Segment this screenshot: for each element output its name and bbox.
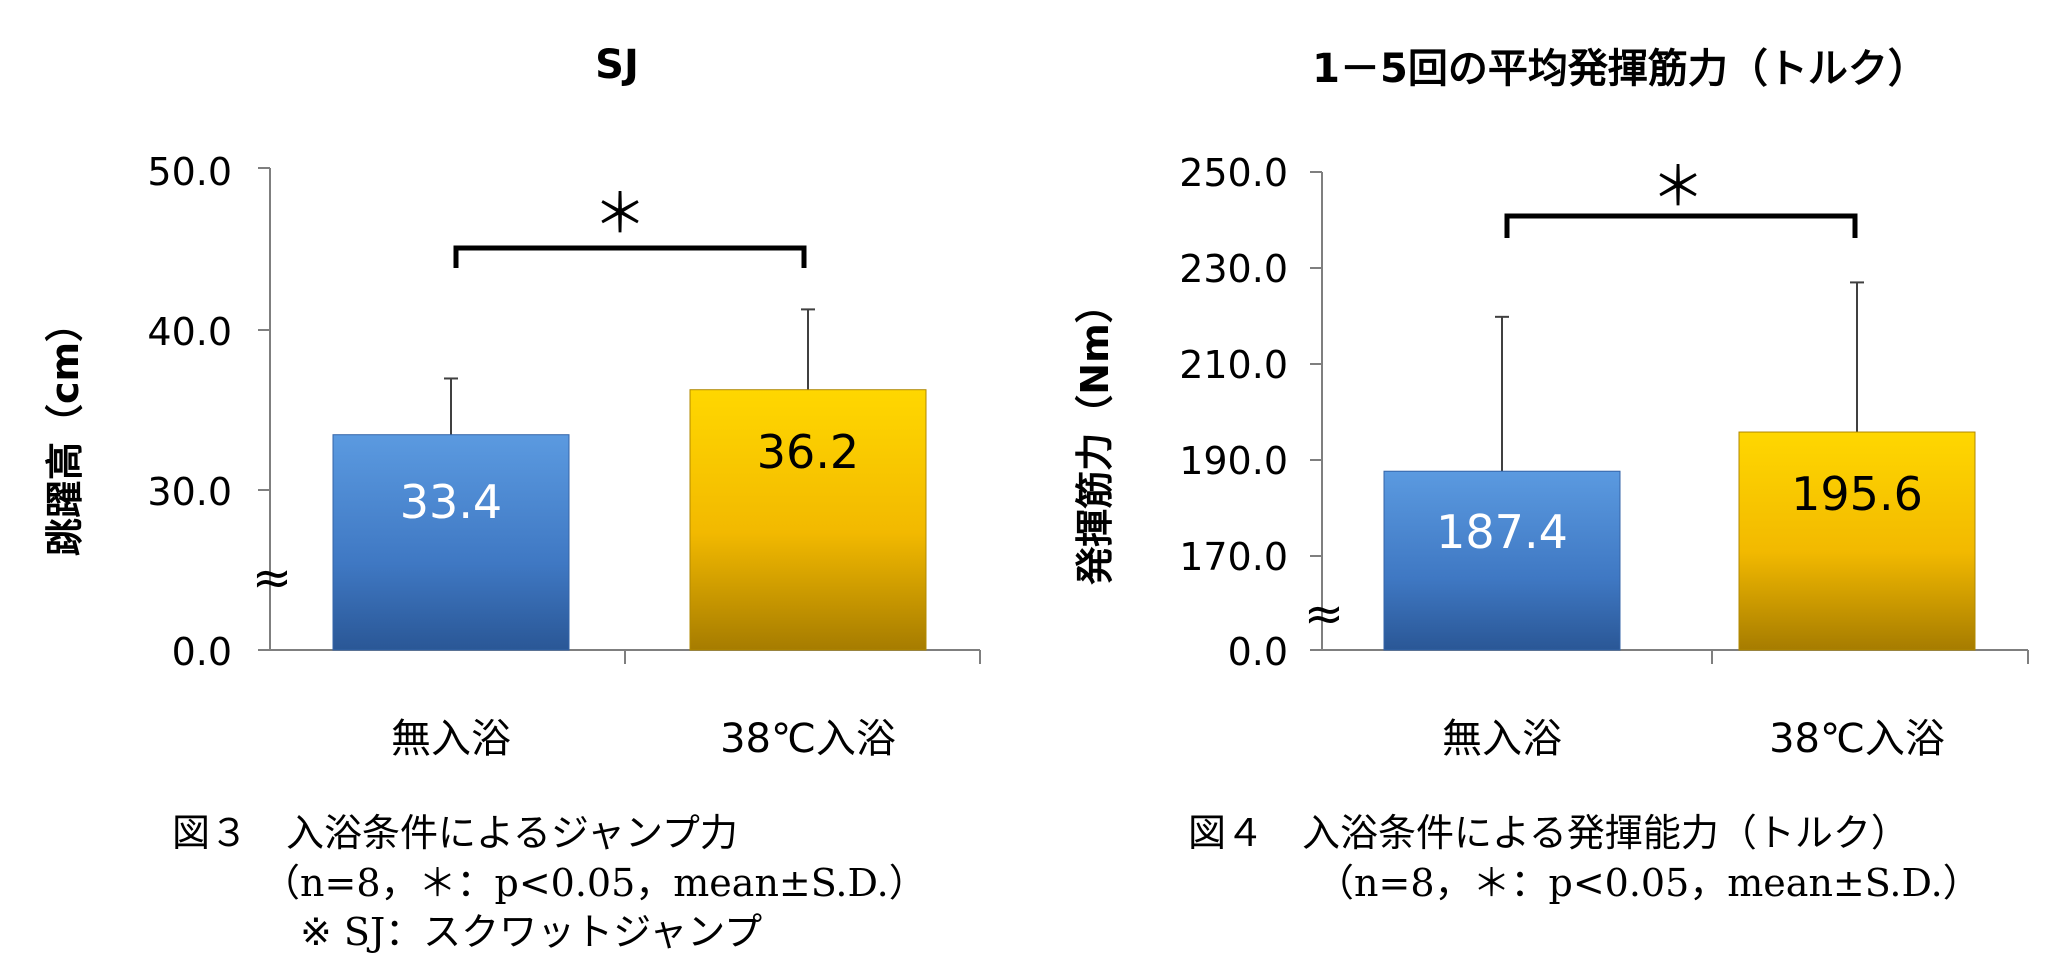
data-label: 36.2: [757, 425, 859, 479]
y-tick-label: 50.0: [147, 150, 232, 194]
data-label: 195.6: [1791, 467, 1923, 521]
figure-3-caption: 図３ 入浴条件によるジャンプ力: [172, 811, 738, 855]
axis-break-mark: ≈: [1304, 586, 1344, 642]
y-tick-label: 210.0: [1179, 343, 1288, 387]
x-category-label: 無入浴: [391, 716, 511, 762]
significance-bracket: [1504, 213, 1858, 238]
y-tick-label: 170.0: [1179, 535, 1288, 579]
x-category-label: 38℃入浴: [720, 716, 896, 762]
y-tick-label: 0.0: [172, 630, 232, 674]
chart-title: SJ: [595, 42, 639, 88]
x-category-label: 38℃入浴: [1769, 716, 1945, 762]
captions: 図３ 入浴条件によるジャンプ力 （n=8，＊：p<0.05，mean±S.D.）…: [172, 811, 1981, 954]
figure-3-footnote: ※ SJ：スクワットジャンプ: [300, 910, 762, 954]
figure-4-caption: 図４ 入浴条件による発揮能力（トルク）: [1188, 811, 1909, 855]
significance-star: ＊: [593, 182, 647, 245]
data-label: 33.4: [400, 475, 502, 529]
figure-3-note: （n=8，＊：p<0.05，mean±S.D.）: [262, 861, 927, 905]
y-tick-label: 190.0: [1179, 439, 1288, 483]
bar-38c-bath: [689, 389, 927, 651]
y-tick-label: 40.0: [147, 310, 232, 354]
y-axis-label: 跳躍高（cm）: [43, 304, 87, 556]
significance-bracket: [453, 245, 807, 268]
chart-torque: 1－5回の平均発揮筋力（トルク） 発揮筋力（Nm） 250.0 230.0 21…: [1073, 46, 2029, 762]
axis-break-mark: ≈: [252, 550, 292, 606]
chart-sj: SJ 跳躍高（cm） 50.0 40.0 30.0 0.0 ≈ 33.4 36.…: [43, 42, 981, 762]
x-category-label: 無入浴: [1442, 716, 1562, 762]
bar-no-bath: [332, 434, 570, 651]
chart-title: 1－5回の平均発揮筋力（トルク）: [1312, 46, 1928, 92]
figure-4-note: （n=8，＊：p<0.05，mean±S.D.）: [1316, 861, 1981, 905]
bar-no-bath: [1383, 470, 1621, 651]
significance-star: ＊: [1651, 155, 1705, 218]
y-tick-label: 230.0: [1179, 247, 1288, 291]
y-axis-label: 発揮筋力（Nm）: [1073, 285, 1117, 584]
y-tick-label: 30.0: [147, 470, 232, 514]
y-tick-label: 0.0: [1228, 630, 1288, 674]
bar-38c-bath: [1738, 431, 1976, 651]
data-label: 187.4: [1436, 505, 1568, 559]
y-tick-label: 250.0: [1179, 151, 1288, 195]
